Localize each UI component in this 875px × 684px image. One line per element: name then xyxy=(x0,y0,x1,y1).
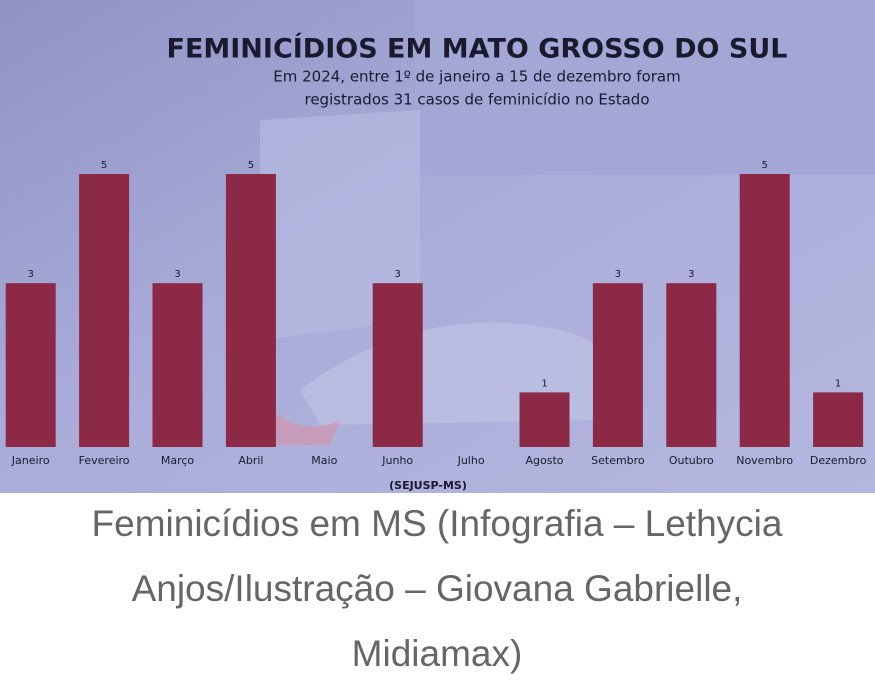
wall xyxy=(415,0,875,175)
bar xyxy=(666,283,717,447)
data-label: 3 xyxy=(615,269,621,280)
data-label: 5 xyxy=(762,160,768,171)
data-label: 5 xyxy=(101,160,107,171)
data-label: 3 xyxy=(688,269,694,280)
x-tick-label: Fevereiro xyxy=(79,454,130,467)
x-tick-label: Agosto xyxy=(525,454,563,467)
data-label: 5 xyxy=(248,160,254,171)
data-label: 3 xyxy=(28,269,34,280)
x-tick-label: Janeiro xyxy=(11,454,50,467)
data-label: 1 xyxy=(541,378,547,389)
illustration xyxy=(260,110,420,340)
chart-title: FEMINICÍDIOS EM MATO GROSSO DO SUL xyxy=(167,33,788,65)
bar xyxy=(225,174,276,447)
data-label: 1 xyxy=(835,378,841,389)
bar xyxy=(372,283,423,447)
x-tick-label: Novembro xyxy=(736,454,793,467)
x-tick-label: Dezembro xyxy=(810,454,867,467)
subtitle: Em 2024, entre 1º de janeiro a 15 de dez… xyxy=(273,68,681,86)
bar xyxy=(79,174,130,447)
data-label: 3 xyxy=(174,269,180,280)
bar xyxy=(592,283,643,447)
x-tick-label: Maio xyxy=(311,454,337,467)
bar xyxy=(813,392,864,447)
bar xyxy=(519,392,570,447)
x-tick-label: Março xyxy=(161,454,195,467)
x-tick-label: Julho xyxy=(457,454,485,467)
bar xyxy=(739,174,790,447)
caption: Feminicídios em MS (Infografia – Lethyci… xyxy=(92,503,783,544)
source: (SEJUSP-MS) xyxy=(389,479,467,492)
bar xyxy=(152,283,203,447)
caption: Anjos/Ilustração – Giovana Gabrielle, xyxy=(132,568,743,609)
bar xyxy=(5,283,56,447)
x-tick-label: Junho xyxy=(381,454,413,467)
data-label: 3 xyxy=(395,269,401,280)
x-tick-label: Setembro xyxy=(591,454,645,467)
subtitle: registrados 31 casos de feminicídio no E… xyxy=(304,91,649,109)
x-tick-label: Outubro xyxy=(669,454,714,467)
caption: Midiamax) xyxy=(352,633,523,674)
x-tick-label: Abril xyxy=(238,454,263,467)
